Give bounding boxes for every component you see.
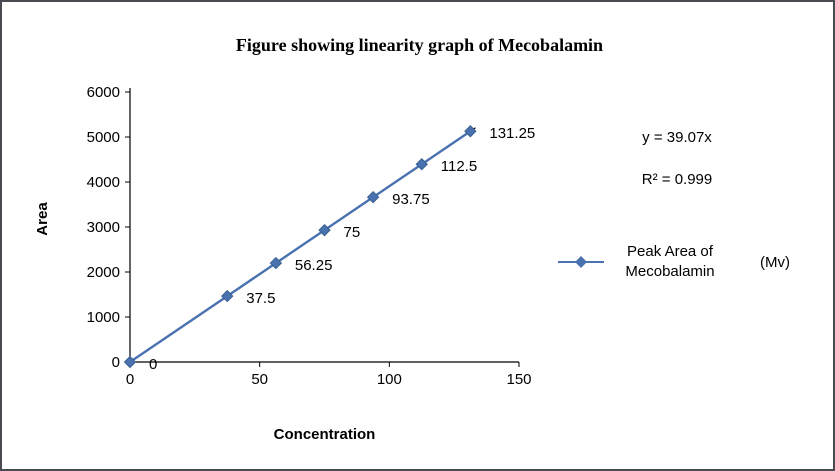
legend-unit-label: (Mv) bbox=[760, 253, 790, 271]
data-point-label: 37.5 bbox=[246, 290, 275, 307]
r-squared-value: R² = 0.999 bbox=[641, 171, 713, 188]
data-point-label: 75 bbox=[344, 224, 361, 241]
data-point-label: 93.75 bbox=[392, 191, 430, 208]
trendline-equation: y = 39.07x bbox=[642, 129, 712, 146]
data-point-marker-icon bbox=[464, 125, 477, 138]
data-point-marker-icon bbox=[123, 355, 137, 369]
data-point-label: 56.25 bbox=[295, 257, 333, 274]
y-tick-label: 5000 bbox=[87, 129, 120, 146]
x-axis-title: Concentration bbox=[273, 426, 376, 443]
data-point-label: 131.25 bbox=[489, 125, 535, 142]
y-axis-title: Area bbox=[34, 202, 51, 236]
data-point-label: 112.5 bbox=[441, 158, 477, 175]
x-tick-label: 0 bbox=[126, 371, 134, 388]
x-tick-label: 100 bbox=[377, 371, 402, 388]
data-point-marker-icon bbox=[221, 289, 234, 303]
legend-diamond-icon bbox=[575, 256, 587, 269]
legend-marker-icon bbox=[558, 256, 604, 269]
x-tick-label: 50 bbox=[251, 371, 268, 388]
data-point-marker-icon bbox=[318, 223, 331, 237]
chart-legend: Peak Area of Mecobalamin (Mv) bbox=[558, 242, 826, 283]
y-tick-label: 2000 bbox=[87, 264, 120, 281]
data-point-marker-icon bbox=[366, 190, 380, 204]
data-point-label: 0 bbox=[149, 356, 157, 373]
y-tick-label: 0 bbox=[112, 354, 120, 371]
legend-label: Peak Area of Mecobalamin bbox=[625, 243, 715, 281]
y-tick-label: 3000 bbox=[87, 219, 120, 236]
data-point-marker-icon bbox=[269, 256, 283, 270]
x-tick-label: 150 bbox=[506, 371, 531, 388]
y-tick-label: 1000 bbox=[87, 309, 120, 326]
data-point-marker-icon bbox=[415, 158, 428, 171]
y-tick-label: 6000 bbox=[87, 84, 120, 101]
y-tick-label: 4000 bbox=[87, 174, 120, 191]
chart-title: Figure showing linearity graph of Mecoba… bbox=[235, 35, 604, 55]
